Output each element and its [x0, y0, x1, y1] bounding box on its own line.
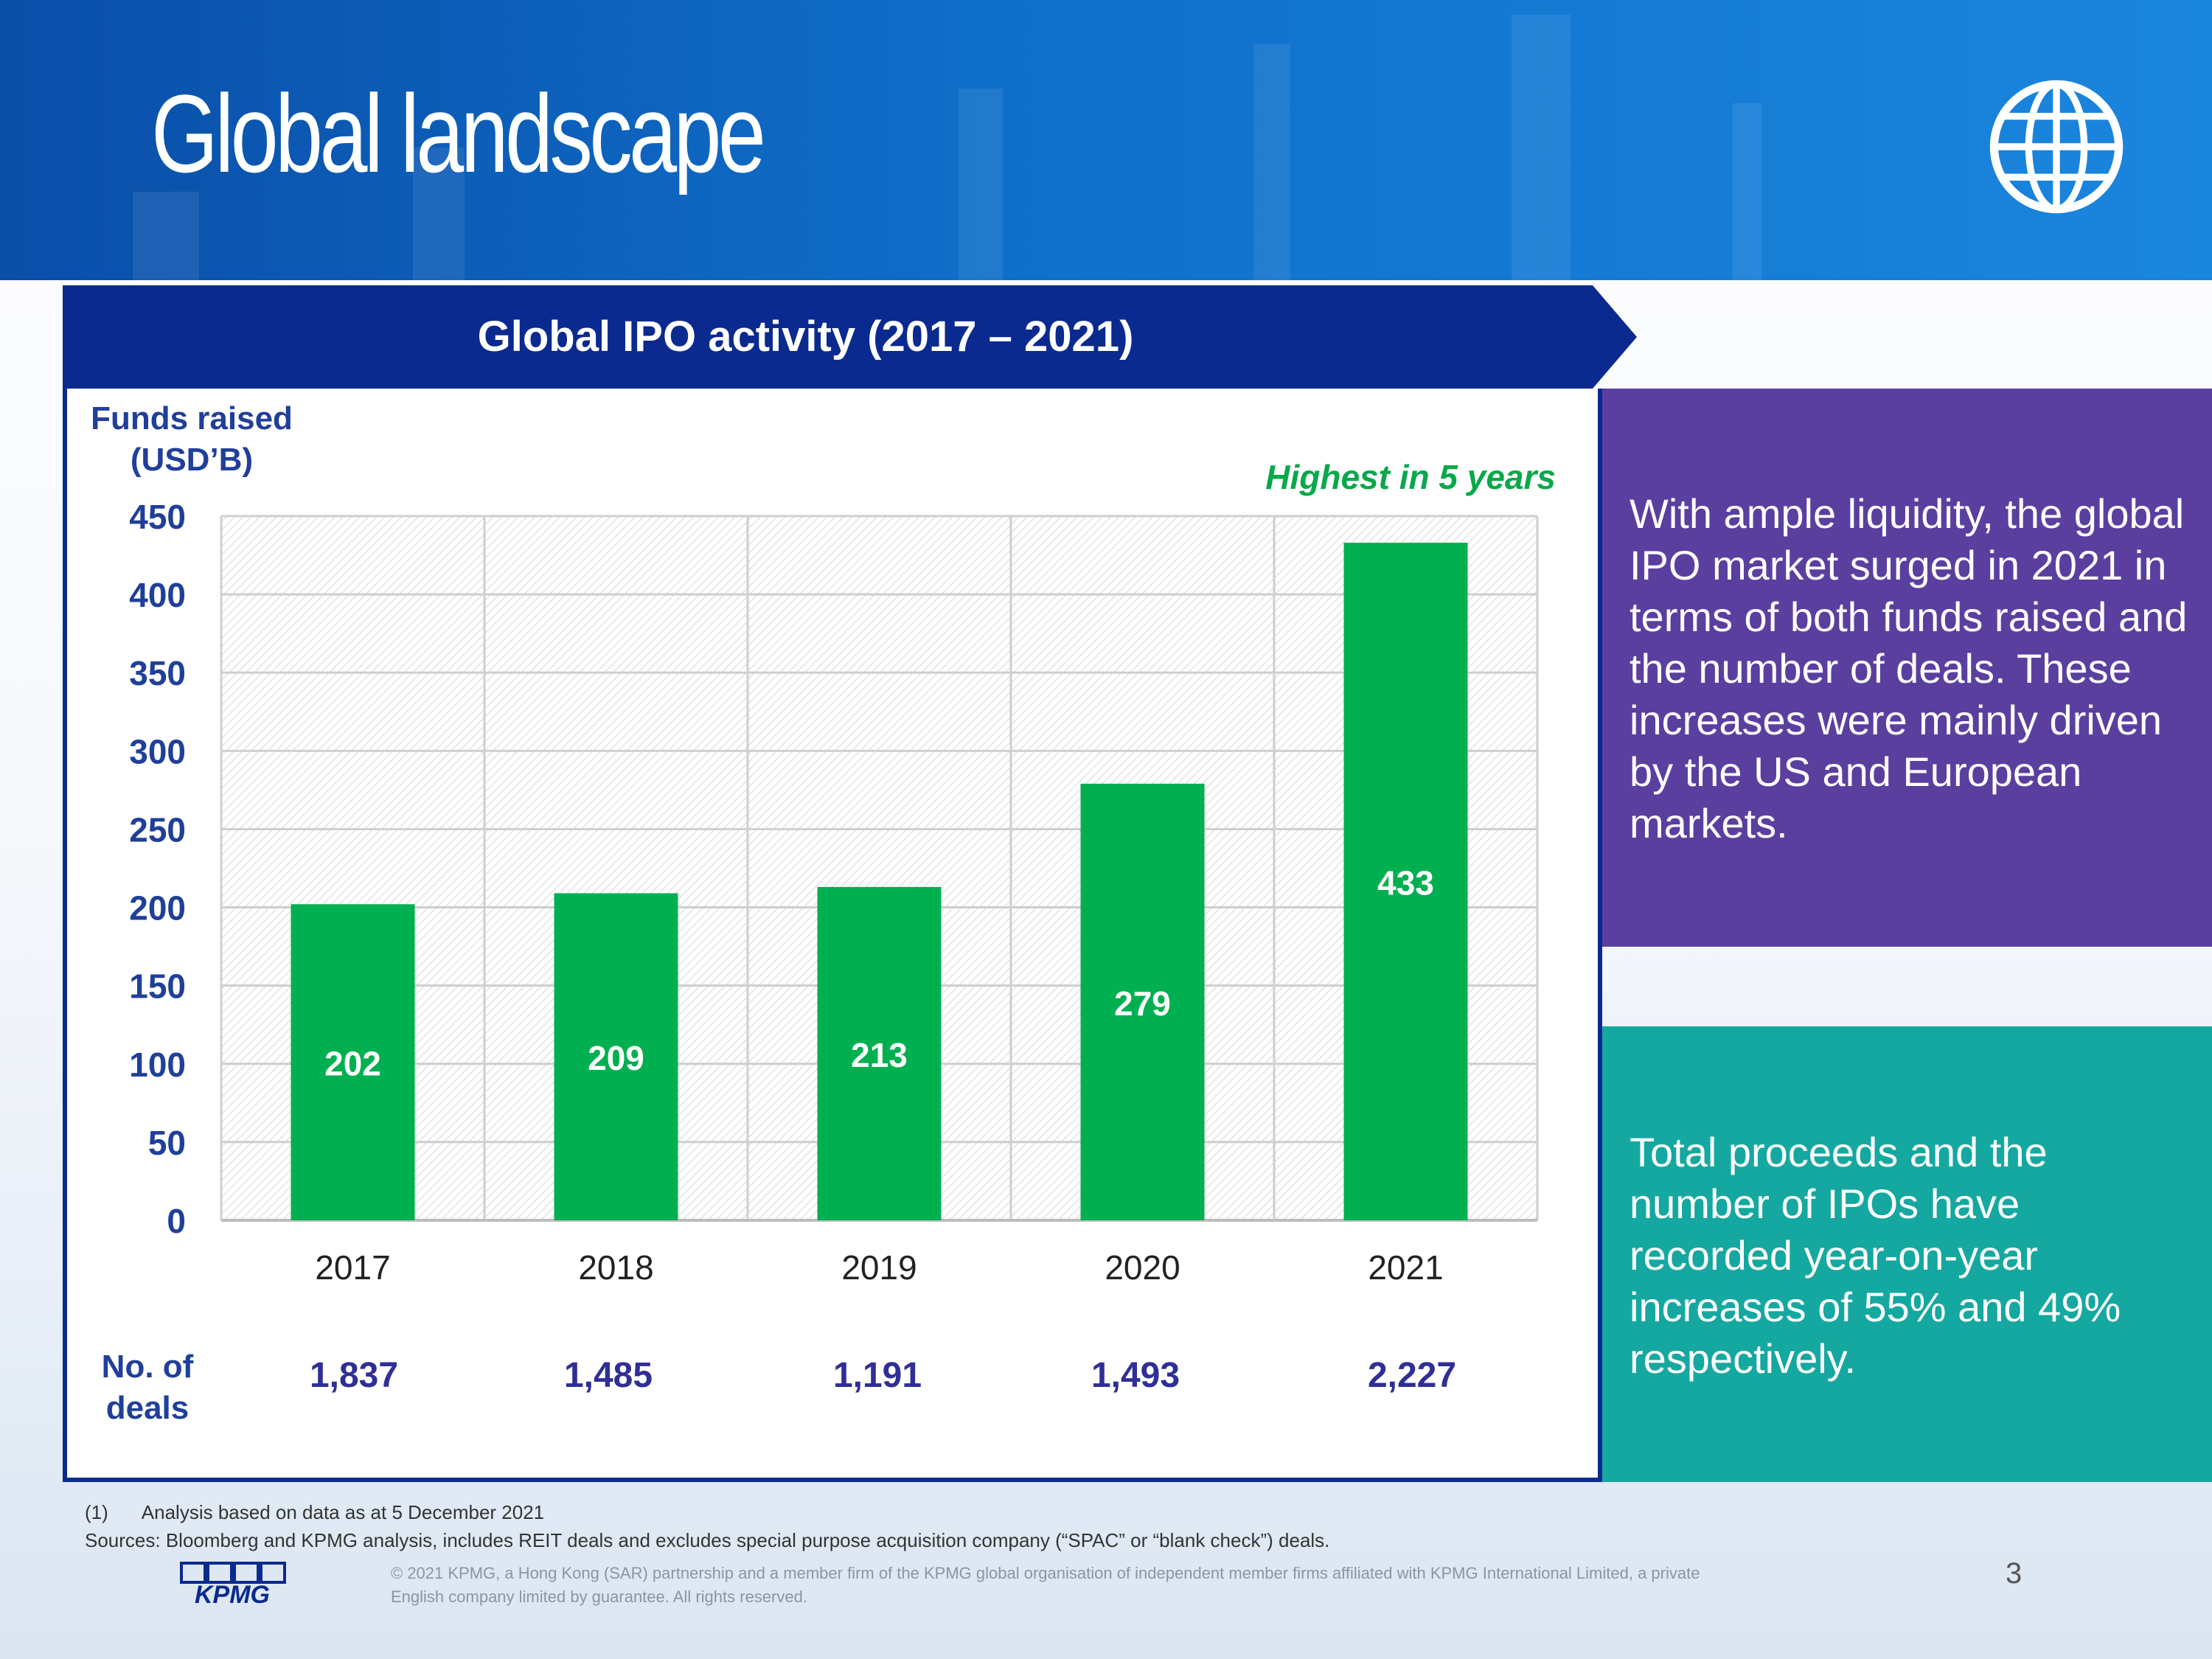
bar — [291, 904, 415, 1220]
data-label: 209 — [588, 1039, 644, 1077]
insight-text-liquidity: With ample liquidity, the global IPO mar… — [1630, 490, 2188, 846]
x-tick-label: 2019 — [841, 1248, 917, 1287]
x-tick-label: 2021 — [1368, 1248, 1443, 1287]
page-number: 3 — [2006, 1557, 2023, 1590]
y-tick-label: 250 — [129, 810, 186, 849]
footnote: (1) Analysis based on data as at 5 Decemb… — [85, 1498, 1329, 1554]
bar — [817, 886, 942, 1220]
y-tick-label: 0 — [167, 1202, 186, 1240]
x-tick-label: 2020 — [1105, 1248, 1180, 1287]
deals-value: 1,191 — [832, 1356, 922, 1395]
deals-label: No. of deals — [92, 1346, 203, 1429]
y-axis-label: Funds raised (USD’B) — [81, 398, 302, 481]
copyright-line2: English company limited by guarantee. Al… — [391, 1587, 807, 1606]
kpmg-logo-text: KPMG — [195, 1581, 270, 1606]
y-tick-label: 100 — [129, 1046, 186, 1084]
deals-value: 1,837 — [309, 1356, 399, 1395]
footnote-text: Analysis based on data as at 5 December … — [141, 1501, 545, 1523]
y-tick-label: 50 — [148, 1124, 186, 1162]
y-tick-label: 350 — [129, 654, 186, 692]
y-tick-label: 300 — [129, 732, 186, 771]
bar — [1080, 783, 1205, 1220]
globe-icon — [1989, 80, 2124, 214]
data-label: 279 — [1114, 984, 1171, 1023]
insight-panel-purple — [1602, 389, 2212, 947]
insight-text-growth: Total proceeds and the number of IPOs ha… — [1630, 1129, 2121, 1382]
copyright-text: © 2021 KPMG, a Hong Kong (SAR) partnersh… — [391, 1562, 1910, 1609]
bar — [554, 893, 678, 1220]
footnote-number: (1) — [85, 1501, 108, 1523]
kpmg-logo: KPMG — [180, 1562, 286, 1606]
y-axis-label-line1: Funds raised — [91, 400, 293, 437]
page-title: Global landscape — [151, 72, 766, 195]
x-tick-label: 2017 — [315, 1248, 390, 1287]
y-tick-label: 450 — [129, 498, 186, 536]
x-tick-label: 2018 — [578, 1248, 653, 1287]
y-tick-label: 400 — [129, 576, 186, 614]
header-banner — [0, 0, 2212, 280]
deals-value: 2,227 — [1367, 1356, 1457, 1395]
sources-text: Sources: Bloomberg and KPMG analysis, in… — [85, 1529, 1330, 1551]
deals-label-line1: No. of — [101, 1349, 194, 1385]
deals-value: 1,485 — [563, 1356, 653, 1395]
deals-label-line2: deals — [105, 1390, 189, 1426]
highlight-annotation: Highest in 5 years — [1265, 458, 1556, 496]
y-tick-label: 200 — [129, 889, 186, 928]
chart-title-banner — [63, 285, 1637, 389]
bar — [1343, 543, 1468, 1220]
data-label: 433 — [1377, 864, 1434, 902]
insight-panel-teal — [1602, 1026, 2212, 1482]
data-label: 202 — [324, 1045, 381, 1083]
copyright-line1: © 2021 KPMG, a Hong Kong (SAR) partnersh… — [391, 1564, 1700, 1582]
y-tick-label: 150 — [129, 967, 186, 1006]
chart-title: Global IPO activity (2017 – 2021) — [477, 313, 1134, 361]
data-label: 213 — [851, 1036, 908, 1074]
deals-value: 1,493 — [1091, 1356, 1180, 1395]
y-axis-label-line2: (USD’B) — [130, 442, 254, 478]
